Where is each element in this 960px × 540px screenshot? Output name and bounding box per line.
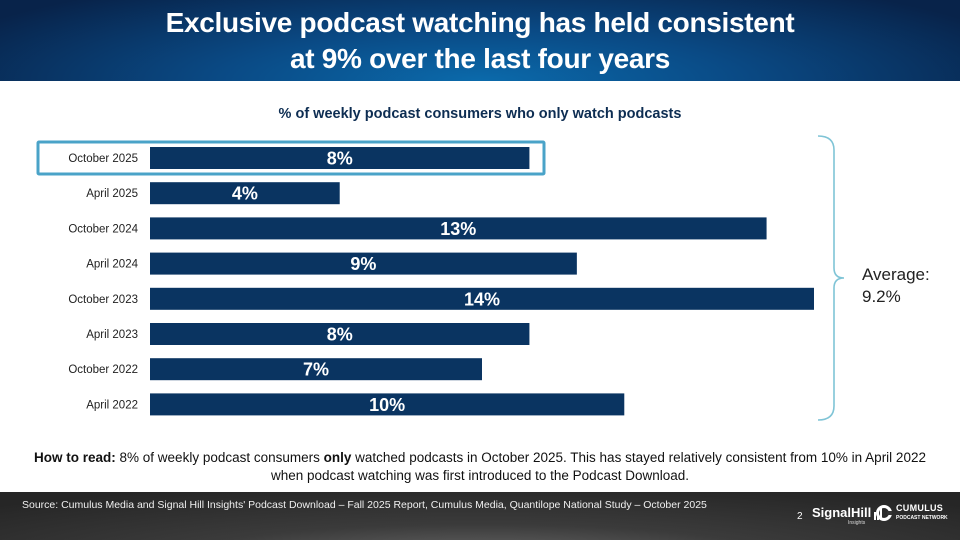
cumulus-logo: CUMULUS PODCAST NETWORK	[876, 504, 948, 522]
signal-hill-logo: SignalHill Insights	[812, 505, 883, 526]
category-label: October 2023	[68, 294, 138, 306]
average-label: Average:	[862, 265, 930, 284]
curly-brace	[817, 135, 845, 421]
cumulus-logo-text: CUMULUS	[896, 503, 944, 513]
page-number: 2	[797, 511, 803, 522]
data-label: 10%	[369, 395, 405, 415]
cumulus-c-icon	[876, 505, 892, 521]
bar-october-2023	[150, 287, 814, 310]
bar-april-2023	[150, 323, 530, 345]
average-value: 9.2%	[862, 287, 901, 306]
bar-april-2024	[150, 252, 577, 275]
category-label: April 2022	[86, 399, 138, 411]
highlight-box	[36, 140, 546, 176]
data-label: 8%	[327, 149, 353, 169]
slide-title-line-2: at 9% over the last four years	[289, 42, 671, 74]
data-label: 4%	[232, 184, 258, 204]
data-label: 8%	[327, 325, 353, 345]
data-label: 13%	[440, 219, 476, 239]
data-label: 14%	[464, 289, 500, 309]
how-to-read-note: How to read: 8% of weekly podcast consum…	[20, 449, 940, 485]
how-to-read-emphasis: only	[323, 450, 352, 465]
signal-hill-logo-text: SignalHill	[812, 505, 872, 520]
signal-hill-logo-sub: Insights	[848, 520, 866, 526]
how-to-read-text-2: watched podcasts in October 2025. This h…	[271, 450, 926, 483]
data-label: 7%	[303, 360, 329, 380]
title-banner: Exclusive podcast watching has held cons…	[0, 0, 960, 81]
bar-october-2022	[150, 358, 482, 381]
category-label: April 2025	[86, 188, 138, 200]
category-label: April 2024	[86, 259, 138, 271]
how-to-read-lead: How to read:	[34, 450, 116, 465]
category-label: October 2022	[68, 364, 138, 376]
bar-april-2025	[150, 182, 340, 205]
how-to-read-text-1: 8% of weekly podcast consumers	[115, 450, 324, 465]
source-note: Source: Cumulus Media and Signal Hill In…	[22, 499, 707, 511]
category-label: October 2025	[68, 153, 138, 165]
data-label: 9%	[350, 254, 376, 274]
chart-title: % of weekly podcast consumers who only w…	[278, 106, 682, 122]
slide-title-line-1: Exclusive podcast watching has held cons…	[165, 6, 795, 38]
average-annotation: Average: 9.2%	[862, 264, 930, 308]
bar-april-2022	[150, 393, 625, 416]
bar-october-2024	[150, 217, 767, 240]
footer-bar: Source: Cumulus Media and Signal Hill In…	[0, 492, 960, 540]
category-label: April 2023	[86, 329, 138, 341]
bar-october-2025	[150, 147, 530, 169]
category-label: October 2024	[68, 223, 138, 235]
cumulus-logo-sub: PODCAST NETWORK	[896, 515, 948, 521]
